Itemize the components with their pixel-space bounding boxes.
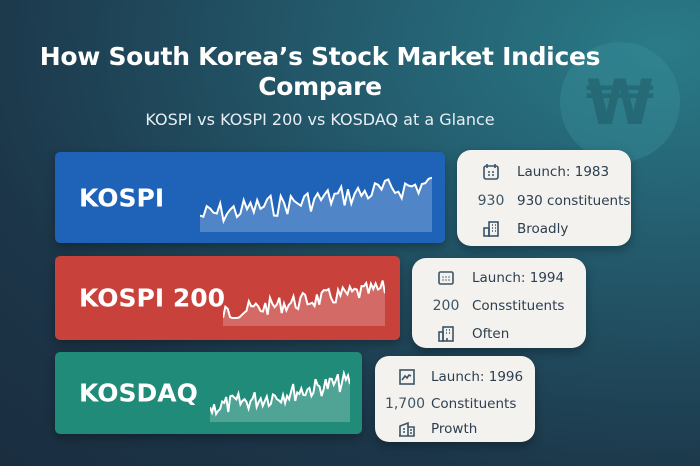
launch-year: Launch: 1994 [472, 270, 565, 286]
constituents-label: Consstituents [472, 298, 565, 314]
launch-year: Launch: 1996 [431, 369, 524, 385]
building-icon [426, 325, 466, 343]
constituent-count: 930 [477, 193, 505, 209]
index-name: KOSPI 200 [79, 283, 226, 313]
launch-year: Launch: 1983 [517, 164, 610, 180]
kospi-card: KOSPI [55, 152, 445, 243]
building-icon [387, 420, 427, 438]
sparkline-chart [210, 369, 350, 422]
sparkline-chart [223, 280, 385, 326]
note-label: Prowth [431, 421, 478, 437]
chart-trend-icon [387, 368, 427, 386]
kosdaq-card: KOSDAQ [55, 352, 362, 434]
page-title: How South Korea’s Stock Market Indices C… [39, 42, 601, 101]
index-name: KOSDAQ [79, 378, 198, 408]
building-icon [471, 220, 511, 238]
sparkline-line [210, 369, 350, 417]
sparkline-line [200, 176, 432, 225]
kospi-info-card: Launch: 1983 930 930 constituents Broadly [457, 150, 631, 246]
note-label: Broadly [517, 221, 569, 237]
sparkline-chart [200, 176, 432, 232]
sparkline-area [200, 177, 432, 232]
won-currency-icon: ₩ [560, 42, 680, 162]
calendar-icon [426, 269, 466, 287]
kosdaq-info-card: Launch: 1996 1,700 Constituents Prowth [375, 356, 535, 442]
constituent-count: 200 [432, 298, 460, 314]
index-name: KOSPI [79, 183, 165, 212]
constituents-label: 930 constituents [517, 193, 631, 209]
constituent-count: 1,700 [384, 396, 426, 412]
calendar-icon [471, 163, 511, 181]
sparkline-line [223, 280, 385, 319]
kospi200-info-card: Launch: 1994 200 Consstituents Often [412, 258, 586, 348]
kospi200-card: KOSPI 200 [55, 256, 400, 340]
note-label: Often [472, 326, 510, 342]
constituents-label: Constituents [431, 396, 517, 412]
page-subtitle: KOSPI vs KOSPI 200 vs KOSDAQ at a Glance [145, 110, 495, 129]
